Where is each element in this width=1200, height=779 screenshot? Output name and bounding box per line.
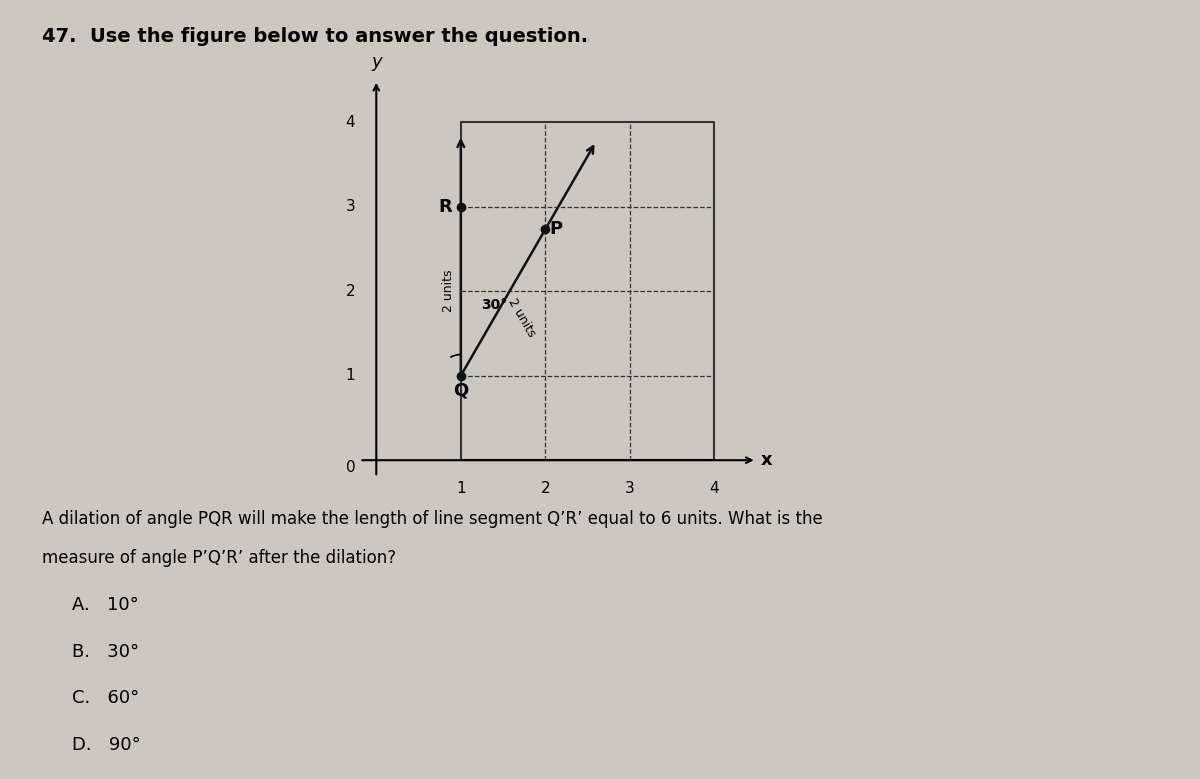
Text: 3: 3 — [625, 481, 635, 496]
Text: B.   30°: B. 30° — [72, 643, 139, 661]
Text: A dilation of angle PQR will make the length of line segment Q’R’ equal to 6 uni: A dilation of angle PQR will make the le… — [42, 510, 823, 528]
Text: D.   90°: D. 90° — [72, 736, 140, 754]
Text: A.   10°: A. 10° — [72, 596, 139, 614]
Text: 3: 3 — [346, 199, 355, 214]
Text: 4: 4 — [709, 481, 719, 496]
Text: 47.  Use the figure below to answer the question.: 47. Use the figure below to answer the q… — [42, 27, 588, 46]
Text: 1: 1 — [456, 481, 466, 496]
Text: 4: 4 — [346, 115, 355, 129]
Text: 2 units: 2 units — [505, 296, 538, 340]
Text: 2 units: 2 units — [442, 270, 455, 312]
Text: C.   60°: C. 60° — [72, 689, 139, 707]
Text: 2: 2 — [540, 481, 550, 496]
Text: P: P — [548, 220, 562, 238]
Text: 0: 0 — [346, 460, 355, 475]
Text: 2: 2 — [346, 284, 355, 298]
Text: x: x — [761, 451, 773, 469]
Text: 30°: 30° — [481, 298, 508, 312]
Text: Q: Q — [454, 382, 468, 400]
Text: measure of angle P’Q’R’ after the dilation?: measure of angle P’Q’R’ after the dilati… — [42, 549, 396, 567]
Text: y: y — [371, 54, 382, 72]
Text: R: R — [439, 198, 452, 216]
Text: 1: 1 — [346, 368, 355, 383]
